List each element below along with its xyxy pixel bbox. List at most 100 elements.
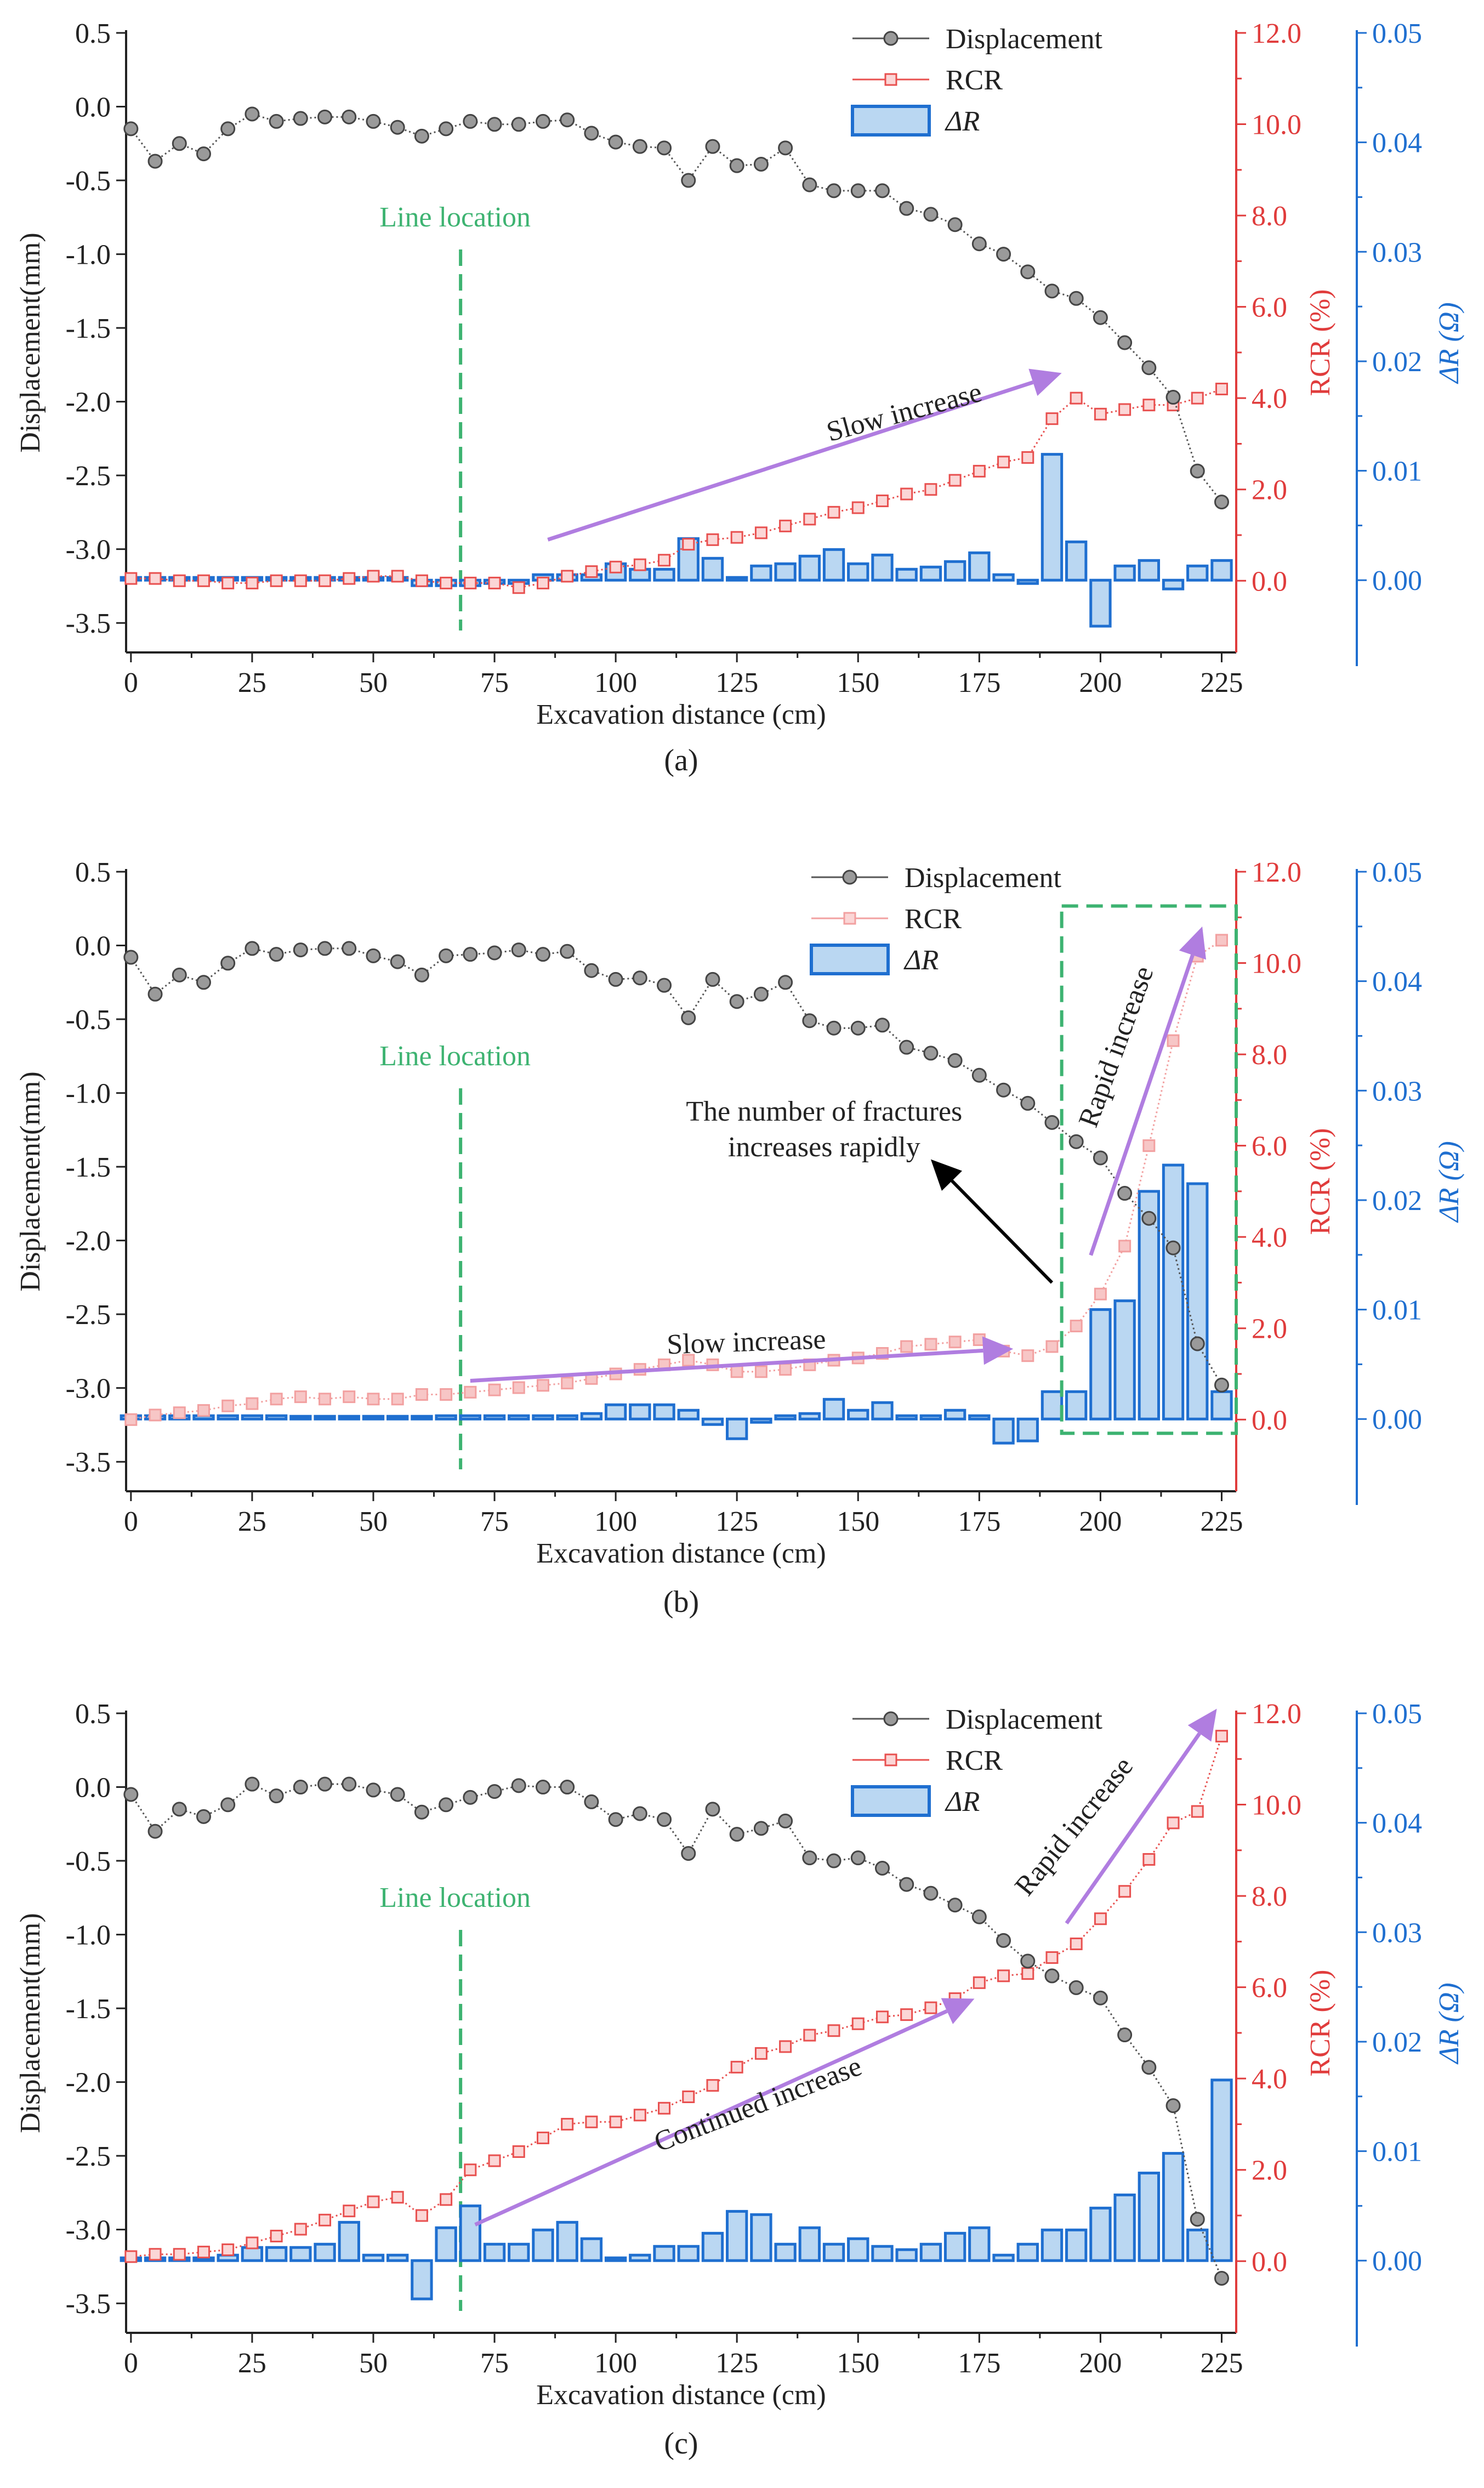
legend-marker: [842, 870, 857, 885]
annotation-arrowhead: [941, 1998, 975, 2024]
y-tick-label: -0.5: [66, 166, 111, 197]
delta-r-bar: [1040, 453, 1064, 582]
displacement-point: [584, 1794, 599, 1809]
y-axis-title: Displacement(mm): [15, 1071, 46, 1291]
panel-c: 0 25 50 75 100 125 150 175 200 225 Excavation dist…: [15, 1699, 1465, 2411]
delta-r-bar: [653, 2245, 675, 2262]
delta-r-bar: [968, 2226, 991, 2262]
rcr-point: [730, 1365, 743, 1378]
displacement-point: [1190, 1336, 1205, 1351]
displacement-point: [220, 1797, 236, 1813]
x-tick-label: 200: [1079, 2348, 1122, 2379]
displacement-point: [657, 140, 672, 156]
y-tick-label: 0.0: [75, 92, 111, 123]
delta-r-bar: [289, 2246, 312, 2262]
displacement-point: [123, 121, 139, 137]
displacement-point: [778, 975, 793, 990]
annotation-arrow: [547, 380, 1034, 542]
legend-marker: [843, 912, 856, 925]
displacement-point: [1141, 1211, 1157, 1226]
delta-r-bar: [677, 2245, 700, 2262]
rcr-tick-label: 0.0: [1252, 2246, 1287, 2277]
displacement-point: [317, 109, 333, 124]
displacement-point: [657, 978, 672, 993]
rcr-point: [779, 519, 792, 532]
delta-r-bar: [265, 1414, 288, 1421]
y-tick-label: -3.5: [66, 1447, 111, 1478]
displacement-point: [1020, 1095, 1036, 1111]
x-tick-label: 50: [359, 667, 388, 698]
displacement-point: [778, 140, 793, 156]
delta-r-bar: [580, 2237, 603, 2262]
delta-r-bar: [943, 2231, 966, 2262]
delta-r-bar: [653, 567, 675, 582]
rcr-point: [173, 1406, 186, 1419]
displacement-point: [342, 109, 357, 124]
displacement-line: [130, 947, 1223, 1386]
rcr-point: [415, 2209, 428, 2222]
delta-r-bar: [822, 2242, 845, 2262]
rcr-tick-label: 8.0: [1252, 1039, 1287, 1071]
displacement-point: [923, 1046, 939, 1061]
delta-r-bar: [1089, 2206, 1112, 2262]
rcr-axis-title: RCR (%): [1305, 289, 1336, 396]
delta-r-bar: [1089, 1308, 1112, 1421]
rcr-tick-label: 12.0: [1252, 857, 1301, 888]
legend-marker: [810, 944, 890, 975]
delta-r-bar: [1138, 2172, 1161, 2262]
rcr-point: [1094, 1287, 1107, 1300]
x-tick-label: 25: [238, 2348, 266, 2379]
displacement-point: [608, 1812, 623, 1827]
delta-r-bar: [556, 1414, 578, 1421]
displacement-point: [1020, 264, 1036, 280]
displacement-point: [1093, 1150, 1108, 1166]
delta-r-bar: [604, 2256, 627, 2262]
displacement-point: [1141, 2060, 1157, 2075]
rcr-point: [1021, 1349, 1034, 1362]
displacement-point: [729, 994, 744, 1009]
delta-r-bar: [1162, 578, 1185, 590]
rcr-point: [1167, 1034, 1180, 1047]
rcr-point: [124, 1413, 138, 1426]
displacement-point: [947, 217, 963, 232]
rcr-point: [706, 2079, 719, 2092]
delta-r-bar: [314, 1415, 336, 1421]
delta-r-bar: [943, 1408, 966, 1421]
displacement-point: [850, 1020, 866, 1036]
x-tick-label: 25: [238, 667, 266, 698]
displacement-point: [269, 947, 284, 962]
delta-r-bar: [386, 2253, 409, 2262]
delta-r-bar: [992, 2253, 1015, 2262]
displacement-point: [366, 113, 381, 129]
rcr-point: [973, 464, 986, 478]
rcr-tick-label: 6.0: [1252, 1131, 1287, 1162]
annotation-arrow: [1089, 954, 1195, 1256]
legend-marker: [884, 1753, 897, 1766]
y-tick-label: 0.5: [75, 18, 111, 49]
delta-r-bar: [483, 1414, 506, 1421]
legend-marker: [851, 105, 931, 137]
rcr-tick-label: 2.0: [1252, 475, 1287, 506]
rcr-point: [343, 1390, 356, 1404]
displacement-point: [560, 112, 575, 128]
rcr-tick-label: 8.0: [1252, 1881, 1287, 1912]
rcr-point: [561, 570, 574, 583]
displacement-point: [681, 173, 696, 188]
displacement-point: [220, 956, 236, 971]
delta-r-bar: [726, 1417, 748, 1440]
panel-b: 0 25 50 75 100 125 150 175 200 225 Excavation dist…: [15, 857, 1465, 1569]
displacement-point: [608, 134, 623, 150]
delta-r-bar: [532, 1414, 554, 1421]
displacement-point: [608, 972, 623, 987]
delta-r-bar: [1016, 578, 1039, 585]
dr-tick-label: 0.00: [1372, 2246, 1422, 2277]
dr-axis-title: ΔR (Ω): [1434, 1141, 1465, 1223]
rcr-point: [1070, 1320, 1083, 1333]
delta-r-bar: [1113, 564, 1136, 582]
x-tick-label: 0: [124, 1506, 138, 1537]
rcr-point: [197, 1404, 210, 1417]
displacement-point: [584, 963, 599, 978]
delta-r-bar: [1065, 540, 1088, 582]
dr-axis-title: ΔR (Ω): [1434, 302, 1465, 384]
rcr-point: [319, 2213, 332, 2226]
